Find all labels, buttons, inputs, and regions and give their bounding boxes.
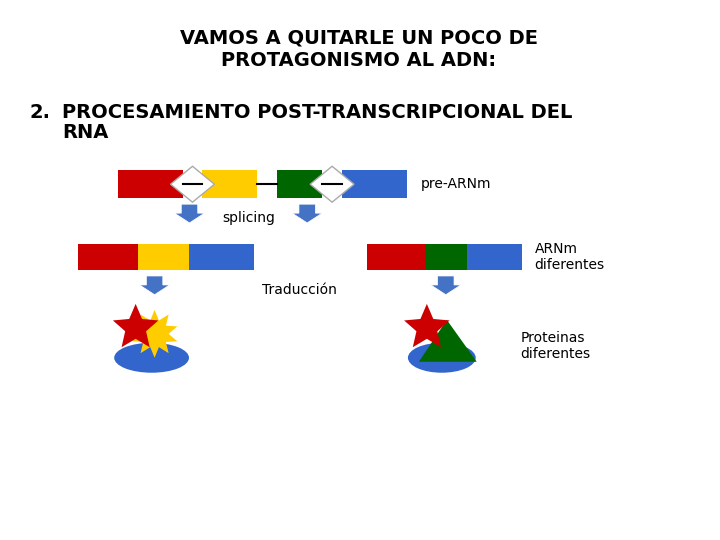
Polygon shape — [310, 166, 354, 202]
Polygon shape — [171, 166, 215, 202]
Polygon shape — [292, 204, 322, 223]
Text: Proteinas
diferentes: Proteinas diferentes — [521, 330, 590, 361]
Ellipse shape — [114, 343, 189, 373]
FancyBboxPatch shape — [277, 170, 322, 198]
FancyBboxPatch shape — [425, 244, 467, 270]
Polygon shape — [174, 204, 204, 223]
Polygon shape — [113, 304, 158, 347]
Text: PROCESAMIENTO POST-TRANSCRIPCIONAL DEL: PROCESAMIENTO POST-TRANSCRIPCIONAL DEL — [62, 104, 572, 123]
Polygon shape — [431, 276, 461, 295]
Text: VAMOS A QUITARLE UN POCO DE: VAMOS A QUITARLE UN POCO DE — [180, 29, 538, 48]
FancyBboxPatch shape — [467, 244, 521, 270]
Polygon shape — [419, 320, 477, 362]
FancyBboxPatch shape — [202, 170, 257, 198]
Polygon shape — [132, 310, 177, 358]
Text: ARNm
diferentes: ARNm diferentes — [534, 242, 605, 272]
FancyBboxPatch shape — [138, 244, 189, 270]
FancyBboxPatch shape — [367, 244, 425, 270]
FancyBboxPatch shape — [117, 170, 182, 198]
Text: Traducción: Traducción — [262, 283, 337, 297]
Text: 2.: 2. — [30, 104, 51, 123]
FancyBboxPatch shape — [78, 244, 138, 270]
Polygon shape — [404, 304, 449, 347]
Text: RNA: RNA — [62, 124, 108, 143]
FancyBboxPatch shape — [189, 244, 254, 270]
Text: splicing: splicing — [222, 211, 275, 225]
Text: pre-ARNm: pre-ARNm — [421, 177, 491, 191]
Text: PROTAGONISMO AL ADN:: PROTAGONISMO AL ADN: — [222, 51, 497, 70]
Polygon shape — [140, 276, 169, 295]
Ellipse shape — [408, 343, 476, 373]
FancyBboxPatch shape — [342, 170, 407, 198]
